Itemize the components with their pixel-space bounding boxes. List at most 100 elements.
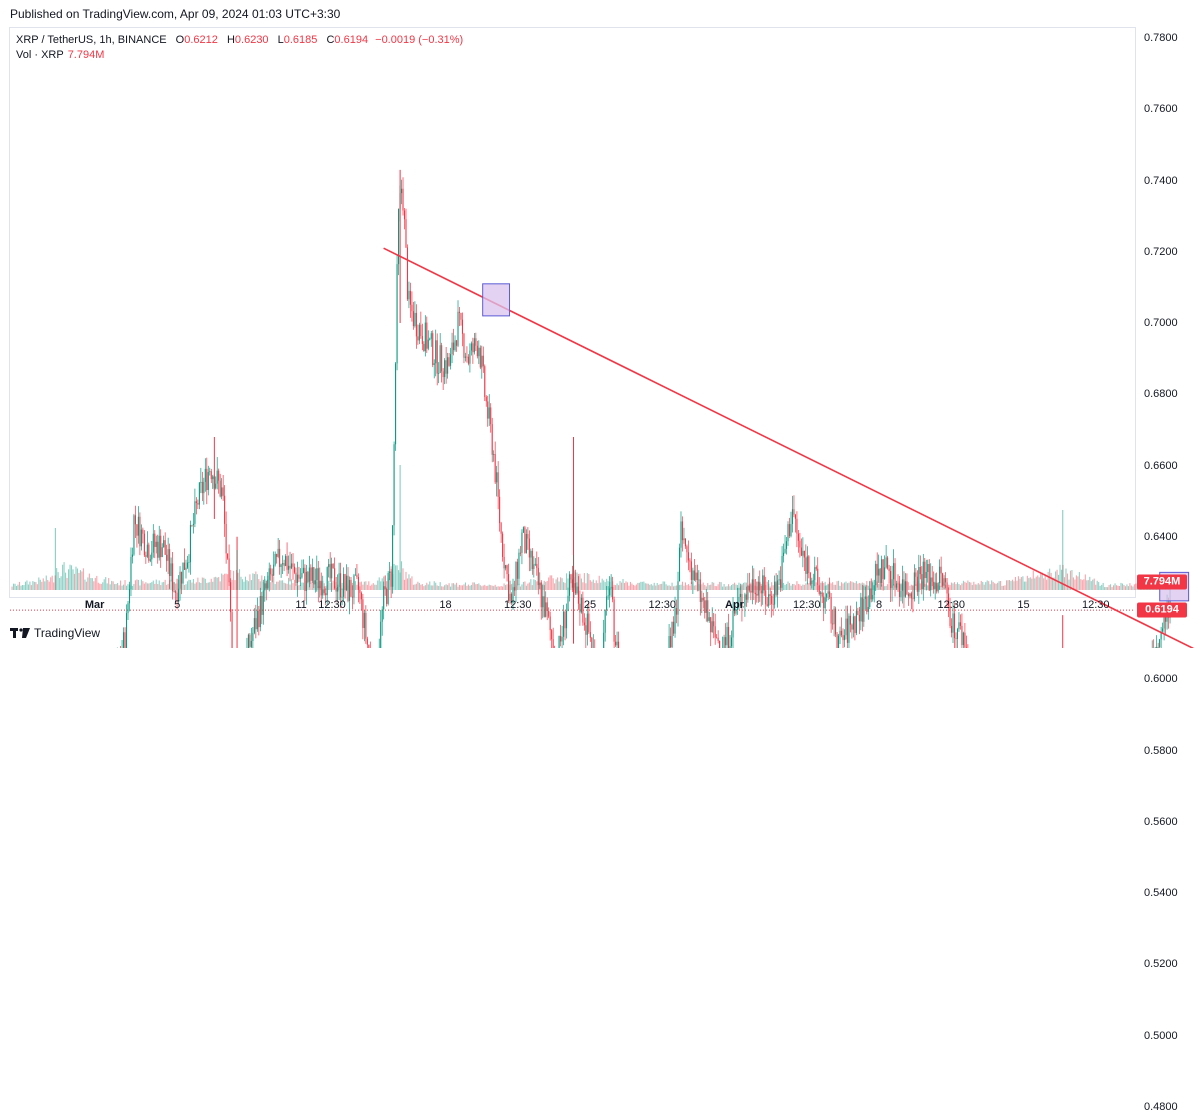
candle-body — [396, 264, 398, 364]
candle-body — [717, 637, 719, 641]
candle-body — [606, 596, 608, 611]
candle-body — [668, 636, 670, 648]
volume-bar — [588, 574, 590, 590]
volume-bar — [787, 581, 789, 590]
candle-body — [414, 312, 416, 327]
candle-body — [334, 568, 336, 589]
candle-body — [161, 547, 163, 558]
candle-body — [252, 632, 254, 641]
volume-bar — [893, 584, 895, 590]
candle-body — [381, 609, 383, 622]
volume-bar — [890, 581, 892, 590]
candle-body — [576, 586, 578, 594]
volume-bar — [182, 583, 184, 590]
volume-bar — [288, 577, 290, 590]
volume-bar — [201, 577, 203, 590]
candle-body — [777, 580, 779, 595]
volume-bar — [123, 584, 125, 590]
volume-bar — [806, 582, 808, 590]
volume-bar — [527, 583, 529, 590]
volume-spike — [54, 528, 57, 590]
volume-bar — [717, 584, 719, 590]
volume-bar — [134, 580, 136, 590]
volume-bar — [271, 574, 273, 590]
volume-bar — [238, 569, 241, 590]
time-tick-label: 12:30 — [792, 599, 821, 611]
volume-bar — [690, 582, 692, 590]
volume-bar — [579, 573, 581, 590]
candle-body — [354, 574, 356, 576]
volume-bar — [166, 584, 168, 590]
volume-bar — [1038, 577, 1040, 590]
volume-bar — [1127, 586, 1129, 590]
candle-body — [680, 521, 682, 548]
price-axis[interactable]: 0.7800 0.7600 0.7400 0.7200 0.7000 0.6800 0.66… — [1136, 27, 1200, 1113]
volume-bar — [1016, 580, 1018, 590]
volume-bar — [354, 581, 356, 590]
candle-body — [793, 509, 795, 515]
volume-bar — [785, 583, 788, 590]
volume-bar — [598, 575, 600, 590]
volume-bar — [423, 586, 425, 590]
volume-bar — [949, 585, 951, 590]
volume-bar — [145, 582, 147, 590]
volume-bar — [1108, 584, 1110, 590]
price-chart[interactable] — [0, 0, 1200, 648]
volume-bar — [665, 584, 667, 590]
volume-bar — [75, 566, 77, 590]
tradingview-logo[interactable]: TradingView — [10, 626, 100, 640]
candle-body — [723, 637, 725, 648]
volume-bar — [528, 582, 530, 590]
volume-bar — [852, 582, 854, 590]
volume-bar — [198, 582, 200, 590]
candle-body — [607, 595, 609, 597]
volume-bar — [632, 584, 634, 590]
candle-body — [876, 563, 878, 576]
volume-bar — [580, 578, 582, 590]
candle-body — [286, 556, 288, 570]
candle-body — [683, 538, 685, 541]
candle-body — [293, 566, 296, 573]
volume-bar — [231, 579, 233, 590]
volume-bar — [965, 582, 967, 590]
volume-bar — [982, 581, 984, 590]
candle-body — [299, 577, 301, 579]
candle-body — [356, 574, 358, 578]
time-tick-label: 15 — [1017, 599, 1030, 611]
candle-body — [771, 595, 773, 604]
candle-body — [183, 562, 186, 570]
volume-bar — [607, 581, 609, 590]
volume-bar — [461, 585, 464, 590]
volume-bar — [1135, 583, 1137, 590]
volume-bar — [491, 585, 493, 590]
candle-body — [479, 347, 481, 368]
candle-body — [903, 579, 905, 597]
volume-bar — [618, 585, 620, 590]
volume-bar — [241, 579, 244, 590]
volume-bar — [705, 586, 707, 590]
volume-bar — [1090, 581, 1092, 590]
volume-bar — [620, 582, 623, 590]
volume-bar — [39, 579, 41, 590]
volume-bar — [235, 569, 238, 590]
candle-body — [402, 188, 404, 211]
volume-bar — [357, 581, 359, 590]
volume-bar — [1004, 585, 1006, 590]
volume-bar — [396, 565, 398, 590]
candle-body — [866, 596, 868, 612]
volume-bar — [472, 582, 474, 590]
volume-bar — [814, 580, 816, 590]
candle-body — [791, 509, 794, 525]
candle-body — [567, 595, 569, 611]
volume-bar — [227, 574, 229, 590]
chart-frame[interactable] — [9, 27, 1136, 598]
volume-bar — [959, 585, 961, 590]
candle-body — [455, 340, 458, 346]
volume-bar — [513, 586, 516, 590]
volume-bar — [922, 581, 924, 590]
candle-body — [560, 635, 562, 642]
candle-body — [536, 563, 538, 568]
volume-bar — [710, 584, 712, 590]
volume-bar — [783, 582, 785, 590]
volume-bar — [531, 585, 533, 590]
